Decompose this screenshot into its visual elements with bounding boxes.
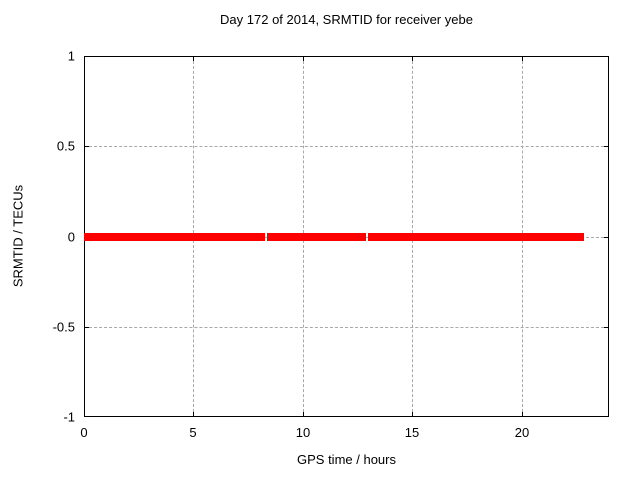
x-tick-mark-top	[303, 56, 304, 61]
y-tick-label: 0.5	[56, 138, 75, 154]
x-tick-label: 15	[404, 425, 420, 440]
x-tick-mark-bottom	[522, 412, 523, 417]
x-axis-title: GPS time / hours	[297, 452, 396, 467]
x-tick-label: 10	[295, 425, 311, 440]
chart-title: Day 172 of 2014, SRMTID for receiver yeb…	[220, 12, 473, 27]
x-tick-mark-top	[193, 56, 194, 61]
y-tick-mark-left	[84, 146, 89, 147]
x-tick-mark-bottom	[193, 412, 194, 417]
x-tick-label: 0	[80, 425, 88, 440]
y-tick-label: -0.5	[52, 319, 75, 335]
y-tick-mark-right	[604, 327, 609, 328]
y-gridline	[84, 327, 609, 328]
x-tick-mark-bottom	[303, 412, 304, 417]
y-tick-mark-right	[604, 146, 609, 147]
y-tick-mark-left	[84, 327, 89, 328]
y-tick-label: 1	[67, 48, 75, 64]
y-gridline	[84, 146, 609, 147]
x-tick-mark-bottom	[412, 412, 413, 417]
y-tick-label: 0	[67, 229, 75, 245]
x-tick-mark-top	[412, 56, 413, 61]
y-tick-label: -1	[63, 409, 75, 425]
x-tick-mark-top	[522, 56, 523, 61]
x-tick-label: 5	[189, 425, 197, 440]
y-tick-mark-right	[604, 237, 609, 238]
series-line-segment	[84, 233, 265, 241]
series-line-segment	[267, 233, 366, 241]
series-line-segment	[368, 233, 584, 241]
x-tick-label: 20	[514, 425, 530, 440]
